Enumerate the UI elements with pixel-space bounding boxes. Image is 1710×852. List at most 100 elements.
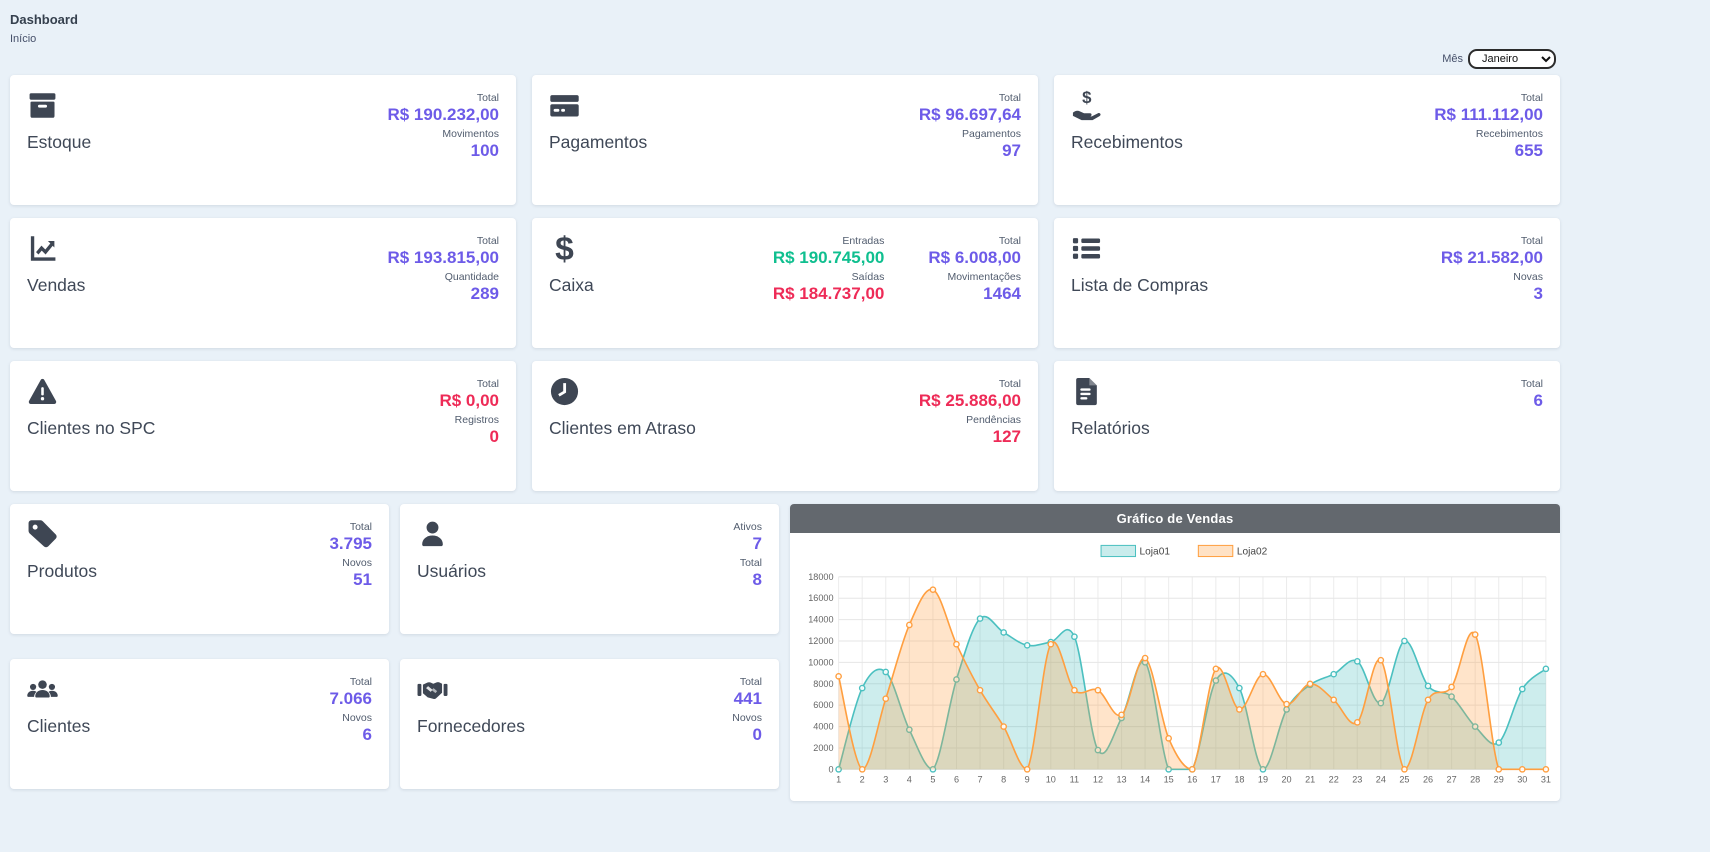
svg-text:2000: 2000 <box>813 743 833 753</box>
stat-label: Pendências <box>966 414 1021 427</box>
sales-chart-svg: 1 2 3 4 5 6 7 8 9 10 11 12 13 14 15 16 17 18 19 20 21 22 23 24 2… <box>808 544 1551 785</box>
svg-text:Loja02: Loja02 <box>1237 547 1268 558</box>
svg-text:23: 23 <box>1352 775 1362 785</box>
card-lista-compras: Lista de Compras Total R$ 21.582,00 Nova… <box>1054 218 1560 348</box>
stat-label: Total <box>476 378 499 390</box>
stat-value: 6 <box>1533 391 1543 410</box>
stat-label: Total <box>349 521 372 533</box>
stat-value: 1464 <box>983 284 1021 304</box>
month-filter-label: Mês <box>1442 53 1463 65</box>
svg-text:18: 18 <box>1234 775 1244 785</box>
stat-value: 51 <box>353 570 372 590</box>
card-title: Clientes em Atraso <box>549 418 696 438</box>
card-title: Clientes no SPC <box>27 418 156 438</box>
cards-row-3: Clientes no SPC Total R$ 0,00 Registros … <box>10 361 1560 491</box>
svg-text:2: 2 <box>860 775 865 785</box>
card-title: Clientes <box>27 715 91 736</box>
svg-text:4: 4 <box>907 775 912 785</box>
stat-label: Novos <box>342 711 372 724</box>
stat-label: Movimentações <box>947 271 1021 284</box>
stat-value: 441 <box>733 688 762 708</box>
stat-label: Pagamentos <box>962 128 1021 141</box>
card-title: Lista de Compras <box>1071 275 1209 295</box>
stat-label: Total <box>1520 235 1543 247</box>
stat-value: R$ 25.886,00 <box>918 391 1021 410</box>
card-pagamentos: Pagamentos Total R$ 96.697,64 Pagamentos… <box>532 75 1038 205</box>
card-title: Usuários <box>417 561 487 581</box>
file-icon <box>1071 376 1150 407</box>
list-icon <box>1071 233 1208 264</box>
warning-triangle-icon <box>27 376 155 407</box>
stat-label: Total <box>476 235 499 247</box>
card-estoque: Estoque Total R$ 190.232,00 Movimentos 1… <box>10 75 516 205</box>
svg-text:30: 30 <box>1517 775 1527 785</box>
stat-label: Novos <box>342 557 372 570</box>
card-clientes-atraso: Clientes em Atraso Total R$ 25.886,00 Pe… <box>532 361 1038 491</box>
svg-text:17: 17 <box>1211 775 1221 785</box>
stat-label: Total <box>1520 378 1543 390</box>
svg-text:3: 3 <box>883 775 888 785</box>
stat-value: 0 <box>752 724 762 744</box>
svg-text:24: 24 <box>1376 775 1386 785</box>
chart-title: Gráfico de Vendas <box>790 504 1560 533</box>
svg-text:7: 7 <box>978 775 983 785</box>
stat-label: Saídas <box>851 271 885 284</box>
card-title: Pagamentos <box>549 132 648 152</box>
svg-text:10000: 10000 <box>808 657 833 667</box>
card-recebimentos: $ Recebimentos Total R$ 111.112,00 Receb… <box>1054 75 1560 205</box>
box-icon <box>27 90 91 121</box>
card-title: Caixa <box>549 275 594 295</box>
cards-row-2: Vendas Total R$ 193.815,00 Quantidade 28… <box>10 218 1560 348</box>
tag-icon <box>27 519 97 550</box>
stat-value: 7.066 <box>329 688 372 708</box>
svg-text:19: 19 <box>1258 775 1268 785</box>
month-select[interactable]: Janeiro <box>1468 49 1556 69</box>
svg-text:29: 29 <box>1494 775 1504 785</box>
card-caixa: $ Caixa Entradas R$ 190.745,00 Saídas R$… <box>532 218 1038 348</box>
svg-text:5: 5 <box>930 775 935 785</box>
svg-text:22: 22 <box>1329 775 1339 785</box>
svg-text:11: 11 <box>1070 775 1079 785</box>
sales-chart: 1 2 3 4 5 6 7 8 9 10 11 12 13 14 15 16 17 18 19 20 21 22 23 24 2… <box>790 533 1560 801</box>
svg-text:8: 8 <box>1001 775 1006 785</box>
stat-value: 3 <box>1533 284 1543 304</box>
cards-row-1: Estoque Total R$ 190.232,00 Movimentos 1… <box>10 75 1560 205</box>
dollar-icon: $ <box>549 233 594 264</box>
svg-text:9: 9 <box>1025 775 1030 785</box>
chart-line-icon <box>27 233 85 264</box>
stat-label: Total <box>998 378 1021 390</box>
stat-label: Total <box>739 675 762 688</box>
card-title: Produtos <box>27 561 98 581</box>
stat-value-saidas: R$ 184.737,00 <box>772 284 885 304</box>
stat-label: Ativos <box>733 521 762 533</box>
card-title: Vendas <box>27 275 86 295</box>
svg-text:12000: 12000 <box>808 636 833 646</box>
stat-label: Total <box>1520 92 1543 104</box>
card-usuarios: Usuários Ativos 7 Total 8 <box>400 504 779 634</box>
svg-text:Loja01: Loja01 <box>1140 547 1171 558</box>
svg-text:4000: 4000 <box>813 722 833 732</box>
stat-value: R$ 96.697,64 <box>918 105 1021 124</box>
stat-label: Total <box>998 235 1021 247</box>
stat-value: R$ 193.815,00 <box>387 248 499 267</box>
stat-value: 7 <box>752 534 762 553</box>
stat-value: R$ 6.008,00 <box>928 248 1021 267</box>
stat-value: 655 <box>1514 141 1543 161</box>
card-vendas: Vendas Total R$ 193.815,00 Quantidade 28… <box>10 218 516 348</box>
svg-text:10: 10 <box>1046 775 1056 785</box>
stat-label: Recebimentos <box>1475 128 1543 141</box>
svg-text:$: $ <box>1082 90 1092 107</box>
card-clientes-spc: Clientes no SPC Total R$ 0,00 Registros … <box>10 361 516 491</box>
card-clientes: Clientes Total 7.066 Novos 6 <box>10 658 389 789</box>
stat-value: 0 <box>489 427 499 447</box>
card-fornecedores: Fornecedores Total 441 Novos 0 <box>400 658 779 789</box>
handshake-icon <box>417 674 525 705</box>
stat-label: Total <box>998 92 1021 104</box>
svg-text:31: 31 <box>1541 775 1551 785</box>
svg-text:20: 20 <box>1281 775 1291 785</box>
stat-value: 8 <box>752 570 762 590</box>
svg-text:28: 28 <box>1470 775 1480 785</box>
svg-text:15: 15 <box>1164 775 1174 785</box>
dashboard-page: Dashboard Início Mês Janeiro Estoque Tot… <box>10 12 1560 801</box>
card-relatorios: Relatórios Total 6 <box>1054 361 1560 491</box>
